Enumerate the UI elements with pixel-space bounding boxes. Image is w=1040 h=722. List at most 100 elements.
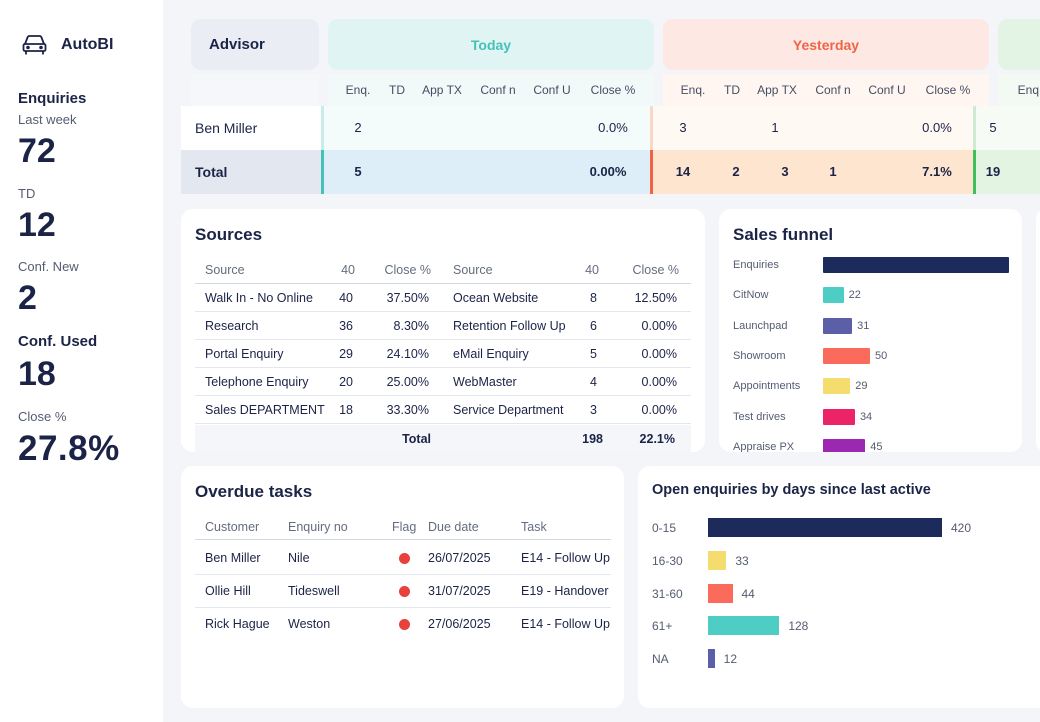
yesterday-column-headers: Enq. TD App TX Conf n Conf U Close % xyxy=(663,74,989,107)
funnel-value: 22 xyxy=(848,289,861,302)
sales-funnel-card: Sales funnel Enquiries CitNow 22 Launchpad 3… xyxy=(719,209,1022,452)
third-group-header[interactable] xyxy=(998,19,1040,70)
third-column-headers: Enq. xyxy=(998,74,1040,107)
sources-total-row: Total 198 22.1% xyxy=(195,425,691,452)
source-name: WebMaster xyxy=(453,375,517,389)
col-td[interactable]: TD xyxy=(724,83,740,97)
col-conf-u[interactable]: Conf U xyxy=(868,83,906,97)
funnel-bar[interactable] xyxy=(823,317,853,334)
funnel-value: 50 xyxy=(874,349,888,362)
third-subheader xyxy=(998,74,1040,107)
table-total-row[interactable]: Total 5 0.00% 14 2 3 1 7.1% 19 xyxy=(181,150,1040,194)
open-enquiries-value: 44 xyxy=(741,586,755,601)
funnel-bar[interactable] xyxy=(823,257,1009,273)
open-enquiries-bar[interactable] xyxy=(708,616,780,636)
open-enquiries-value: 128 xyxy=(788,619,809,634)
sources-header-row: Source 40 Close % Source 40 Close % xyxy=(195,256,691,284)
app-logo[interactable]: AutoBI xyxy=(22,34,113,56)
total-count: 198 xyxy=(582,432,603,446)
col-app-tx[interactable]: App TX xyxy=(422,83,462,97)
today-group-header[interactable]: Today xyxy=(328,19,654,70)
funnel-bar[interactable] xyxy=(823,408,855,425)
col-customer[interactable]: Customer xyxy=(205,520,260,534)
advisor-header[interactable]: Advisor xyxy=(191,19,319,70)
funnel-value: 31 xyxy=(857,319,870,332)
source-count: 18 xyxy=(339,403,353,417)
funnel-bar[interactable] xyxy=(823,378,851,395)
col-count[interactable]: 40 xyxy=(341,263,355,277)
source-close: 24.10% xyxy=(386,347,429,361)
col-close[interactable]: Close % xyxy=(632,263,679,277)
open-enquiries-bar[interactable] xyxy=(708,550,727,570)
col-source[interactable]: Source xyxy=(205,263,245,277)
source-close: 37.50% xyxy=(386,291,429,305)
days-range-label: 61+ xyxy=(652,619,673,634)
yesterday-total-td: 2 xyxy=(732,164,740,179)
source-name: Portal Enquiry xyxy=(205,347,284,361)
col-close[interactable]: Close % xyxy=(590,83,636,97)
conf-used-label: Conf. Used xyxy=(18,333,98,350)
today-subheader xyxy=(328,74,654,107)
days-range-label: 16-30 xyxy=(652,553,683,568)
funnel-label: Test drives xyxy=(733,410,786,423)
yesterday-group-header[interactable]: Yesterday xyxy=(663,19,989,70)
open-enquiries-value: 33 xyxy=(735,553,749,568)
today-close: 0.0% xyxy=(598,120,628,135)
open-enquiries-bar[interactable] xyxy=(708,583,733,603)
open-enquiries-bar[interactable] xyxy=(708,518,942,537)
col-task[interactable]: Task xyxy=(521,520,547,534)
funnel-label: Showroom xyxy=(733,349,786,362)
today-accent xyxy=(321,150,324,194)
source-name: Service Department xyxy=(453,403,564,417)
col-due-date[interactable]: Due date xyxy=(428,520,479,534)
table-row: Research 36 8.30% Retention Follow Up 6 … xyxy=(195,312,691,340)
advisor-subheader xyxy=(191,74,319,107)
table-row[interactable]: Ollie Hill Tideswell 31/07/2025 E19 - Ha… xyxy=(195,575,611,608)
today-divider xyxy=(321,106,324,150)
source-close: 0.00% xyxy=(641,375,677,389)
col-close[interactable]: Close % xyxy=(925,83,971,97)
funnel-row: Launchpad 31 xyxy=(733,317,1013,335)
table-row[interactable]: Ben Miller 2 0.0% 3 1 0.0% 5 xyxy=(181,106,1040,150)
table-row: Telephone Enquiry 20 25.00% WebMaster 4 … xyxy=(195,368,691,396)
funnel-bar[interactable] xyxy=(823,438,866,452)
customer-name: Rick Hague xyxy=(205,617,270,631)
col-enquiry-no[interactable]: Enquiry no xyxy=(288,520,348,534)
source-name: eMail Enquiry xyxy=(453,347,529,361)
col-conf-n[interactable]: Conf n xyxy=(480,83,516,97)
col-close[interactable]: Close % xyxy=(384,263,431,277)
source-close: 8.30% xyxy=(393,319,429,333)
source-name: Walk In - No Online xyxy=(205,291,313,305)
open-enquiries-row: 31-60 44 xyxy=(652,583,1022,604)
yesterday-divider xyxy=(650,106,653,150)
conf-new-value: 2 xyxy=(18,279,37,317)
open-enquiries-bar[interactable] xyxy=(708,649,715,669)
funnel-row: CitNow 22 xyxy=(733,286,1013,304)
col-conf-u[interactable]: Conf U xyxy=(533,83,571,97)
col-enq[interactable]: Enq. xyxy=(680,83,706,97)
flag-icon xyxy=(399,619,410,630)
col-conf-n[interactable]: Conf n xyxy=(815,83,851,97)
funnel-bar[interactable] xyxy=(823,287,844,304)
col-source[interactable]: Source xyxy=(453,263,493,277)
yesterday-total-close: 7.1% xyxy=(922,164,952,179)
source-name: Retention Follow Up xyxy=(453,319,566,333)
source-count: 29 xyxy=(339,347,353,361)
table-row[interactable]: Rick Hague Weston 27/06/2025 E14 - Follo… xyxy=(195,608,611,641)
today-column-headers: Enq. TD App TX Conf n Conf U Close % xyxy=(328,74,654,107)
col-enq[interactable]: Enq. xyxy=(1017,83,1040,97)
col-td[interactable]: TD xyxy=(389,83,405,97)
table-row[interactable]: Ben Miller Nile 26/07/2025 E14 - Follow … xyxy=(195,542,611,575)
open-enquiries-row: NA 12 xyxy=(652,649,1022,669)
col-enq[interactable]: Enq. xyxy=(345,83,371,97)
open-enquiries-row: 0-15 420 xyxy=(652,518,1022,538)
col-flag[interactable]: Flag xyxy=(392,520,417,534)
col-count[interactable]: 40 xyxy=(585,263,599,277)
funnel-label: Appraise PX xyxy=(733,440,795,452)
overdue-tasks-card: Overdue tasks Customer Enquiry no Flag D… xyxy=(181,466,624,708)
overdue-tasks-title: Overdue tasks xyxy=(195,482,313,501)
conf-new-label: Conf. New xyxy=(18,259,79,274)
funnel-bar[interactable] xyxy=(823,347,870,364)
kpi-close: Close % 27.8% xyxy=(18,409,120,466)
col-app-tx[interactable]: App TX xyxy=(757,83,797,97)
